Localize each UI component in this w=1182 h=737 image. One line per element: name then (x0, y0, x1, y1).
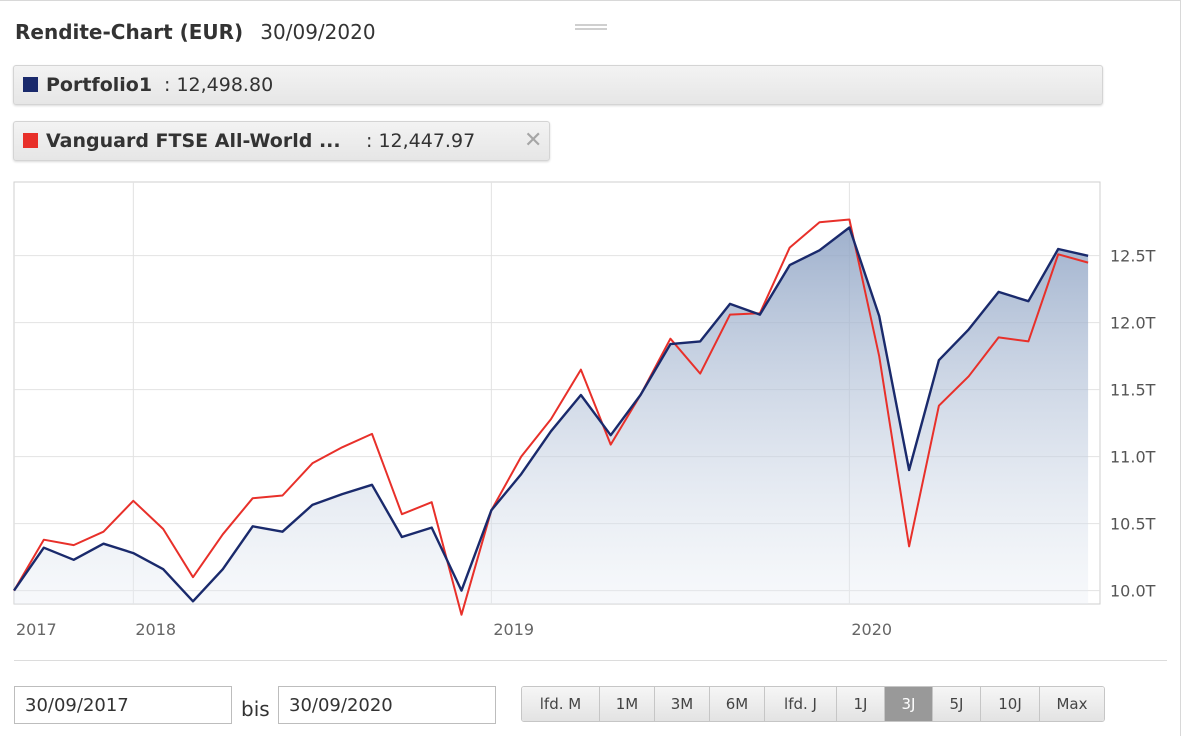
line-chart: 10.0T 10.5T 11.0T 11.5T 12.0T 12.5T 2017 2018 20… (13, 181, 1156, 639)
legend-item-portfolio1[interactable]: Portfolio1 : 12,498.80 (13, 65, 1103, 105)
legend-separator: : (164, 74, 171, 96)
from-date-input[interactable] (14, 686, 232, 724)
close-icon[interactable]: ✕ (524, 128, 543, 153)
series-line-2 (13, 218, 1089, 616)
range-button[interactable]: 5J (933, 687, 981, 721)
legend-swatch-icon (23, 77, 38, 92)
to-label: bis (241, 697, 270, 721)
x-tick-label: 2018 (135, 620, 176, 639)
range-selector: lfd. M 1M 3M 6M lfd. J 1J 3J 5J 10J Max (521, 686, 1105, 722)
range-button[interactable]: 10J (981, 687, 1040, 721)
chart-title: Rendite-Chart (EUR) (15, 20, 244, 44)
y-tick-label: 12.0T (1110, 314, 1156, 333)
range-button[interactable]: 1M (600, 687, 655, 721)
series-line-1 (13, 226, 1089, 603)
legend-series-value: : 12,447.97 (366, 122, 475, 160)
legend-value-text: 12,498.80 (176, 74, 274, 96)
range-button[interactable]: 3J (885, 687, 933, 721)
legend-series-name: Vanguard FTSE All-World ... (46, 130, 341, 152)
legend-series-name: Portfolio1 (46, 74, 153, 96)
x-tick-label: 2017 (16, 620, 57, 639)
legend-value-text: 12,447.97 (378, 130, 476, 152)
legend-separator: : (366, 130, 373, 152)
legend-swatch-icon (23, 133, 38, 148)
x-tick-label: 2020 (851, 620, 892, 639)
range-button[interactable]: 6M (710, 687, 765, 721)
range-button[interactable]: Max (1040, 687, 1104, 721)
range-button[interactable]: 1J (837, 687, 885, 721)
y-tick-label: 11.5T (1110, 381, 1156, 400)
y-tick-label: 10.0T (1110, 582, 1156, 601)
series-area-1 (14, 227, 1089, 604)
range-button[interactable]: 3M (655, 687, 710, 721)
divider (14, 660, 1167, 661)
chart-header: Rendite-Chart (EUR) 30/09/2020 (15, 20, 376, 50)
chart-date: 30/09/2020 (260, 20, 376, 44)
range-button[interactable]: lfd. M (522, 687, 600, 721)
to-date-input[interactable] (278, 686, 496, 724)
y-tick-label: 12.5T (1110, 247, 1156, 266)
range-button[interactable]: lfd. J (765, 687, 837, 721)
legend-item-vanguard[interactable]: Vanguard FTSE All-World ... : 12,447.97 … (13, 121, 550, 161)
drag-handle-icon[interactable] (575, 24, 607, 34)
y-tick-label: 11.0T (1110, 448, 1156, 467)
y-tick-label: 10.5T (1110, 515, 1156, 534)
x-tick-label: 2019 (493, 620, 534, 639)
legend-series-value: : 12,498.80 (164, 66, 273, 104)
